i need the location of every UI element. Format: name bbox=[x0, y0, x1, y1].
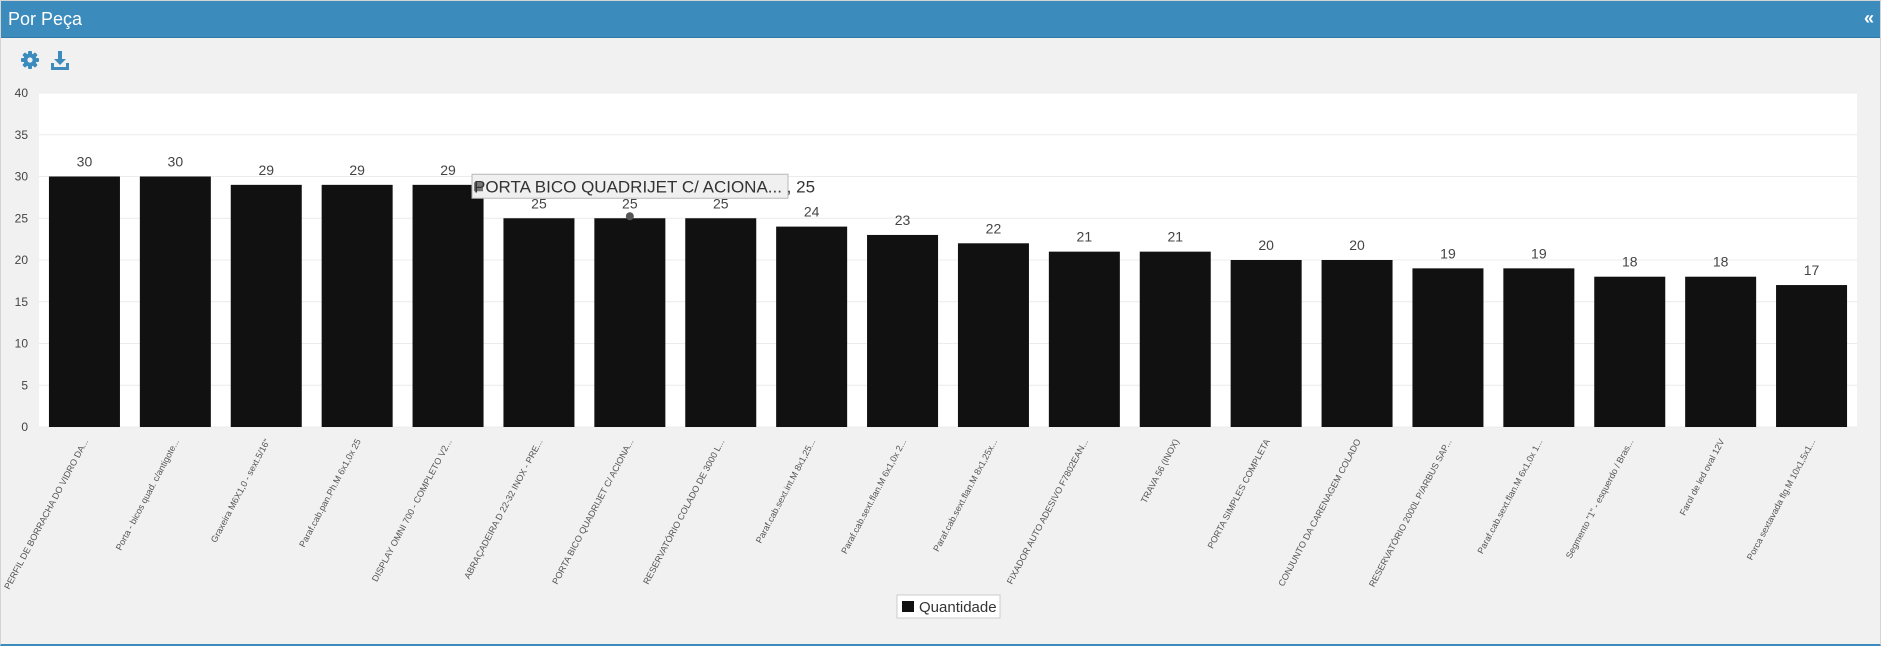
bar[interactable] bbox=[685, 218, 757, 427]
x-tick-label: Paraf.cab.pan.Ph.M 6x1,0x 25 bbox=[297, 437, 363, 549]
download-icon[interactable] bbox=[49, 49, 71, 71]
x-tick-label: DISPLAY OMNI 700 - COMPLETO V2... bbox=[370, 437, 454, 583]
x-tick-label: Segmento "1" - esquerdo / Bras... bbox=[1564, 437, 1636, 560]
data-label: 17 bbox=[1804, 262, 1820, 278]
x-tick-label: FIXADOR AUTO ADESIVO F7802EAN... bbox=[1005, 437, 1090, 586]
bar[interactable] bbox=[412, 184, 484, 427]
bar[interactable] bbox=[1230, 260, 1302, 427]
data-label: 25 bbox=[531, 195, 547, 211]
bar[interactable] bbox=[1048, 251, 1120, 427]
bar[interactable] bbox=[776, 226, 848, 427]
y-tick-label: 15 bbox=[15, 295, 29, 309]
data-label: 24 bbox=[804, 204, 820, 220]
x-tick-label: Paraf.cab.sext.int.M 8x1,25... bbox=[754, 437, 818, 545]
data-label: 21 bbox=[1167, 229, 1183, 245]
bar[interactable] bbox=[230, 184, 302, 427]
bar[interactable] bbox=[321, 184, 393, 427]
data-label: 25 bbox=[622, 195, 638, 211]
data-label: 22 bbox=[986, 220, 1002, 236]
x-tick-label: CONJUNTO DA CARENAGEM COLADO bbox=[1276, 437, 1362, 588]
x-tick-label: Porca sextavada flg.M 10x1,5x1... bbox=[1745, 437, 1817, 561]
tooltip-marker bbox=[625, 212, 634, 221]
y-tick-label: 35 bbox=[15, 128, 29, 142]
tooltip-swatch bbox=[474, 182, 483, 192]
y-tick-label: 25 bbox=[15, 211, 29, 225]
x-tick-label: PORTA BICO QUADRIJET C/ ACIONA... bbox=[550, 437, 635, 586]
y-tick-label: 40 bbox=[15, 86, 29, 100]
bar[interactable] bbox=[867, 234, 939, 427]
gear-icon[interactable] bbox=[19, 49, 41, 71]
bar[interactable] bbox=[594, 218, 666, 427]
data-label: 25 bbox=[713, 195, 729, 211]
data-label: 18 bbox=[1713, 254, 1729, 270]
y-tick-label: 30 bbox=[15, 170, 29, 184]
bar[interactable] bbox=[1685, 276, 1757, 427]
tooltip-text: PORTA BICO QUADRIJET C/ ACIONA... , 25 bbox=[474, 177, 815, 196]
x-tick-label: Graxeira M6X1,0 - sext.5/16" bbox=[209, 437, 272, 544]
legend-box bbox=[896, 594, 1001, 619]
data-label: 20 bbox=[1258, 237, 1274, 253]
x-tick-label: Paraf.cab.sext.flan.M 8x1,25x... bbox=[931, 437, 999, 553]
chart-tooltip: PORTA BICO QUADRIJET C/ ACIONA... , 25 bbox=[471, 173, 815, 221]
data-label: 30 bbox=[77, 154, 93, 170]
data-label: 23 bbox=[895, 212, 911, 228]
y-axis: 0 5 10 15 20 25 30 35 40 bbox=[15, 86, 29, 434]
x-tick-label: RESERVATÓRIO COLADO DE 3000 L... bbox=[641, 437, 726, 586]
x-tick-label: RESERVATÓRIO 2000L P/ARBUS SAP... bbox=[1367, 437, 1454, 588]
x-tick-label: Porta - bicos quad. c/antigote... bbox=[114, 437, 181, 552]
x-tick-label: Farol de led oval 12V bbox=[1678, 437, 1727, 517]
x-tick-label: Paraf.cab.sext.flan.M 6x1,0x 2... bbox=[839, 437, 908, 555]
bar-series bbox=[48, 176, 1848, 428]
data-label: 19 bbox=[1440, 245, 1456, 261]
bar[interactable] bbox=[1412, 268, 1484, 427]
chart-toolbar bbox=[19, 49, 75, 73]
data-label: 19 bbox=[1531, 245, 1547, 261]
bar[interactable] bbox=[957, 243, 1029, 427]
data-label: 29 bbox=[258, 162, 274, 178]
x-tick-label: ABRAÇADEIRA D 22-32 INOX - PRE... bbox=[462, 437, 545, 580]
data-label: 29 bbox=[440, 162, 456, 178]
y-tick-label: 0 bbox=[21, 420, 28, 434]
data-label: 29 bbox=[349, 162, 365, 178]
panel-title: Por Peça bbox=[8, 9, 83, 29]
x-tick-label: PERFIL DE BORRACHA DO VIDRO DA... bbox=[2, 437, 90, 591]
panel-header: Por Peça « bbox=[1, 1, 1880, 38]
y-tick-label: 10 bbox=[15, 337, 29, 351]
y-tick-label: 5 bbox=[21, 378, 28, 392]
data-label: 18 bbox=[1622, 254, 1638, 270]
x-tick-label: Paraf.cab.sext.flan.M 6x1,0x 1... bbox=[1475, 437, 1544, 555]
value-labels: 30 30 29 29 29 25 25 25 24 23 22 21 21 20 20 19 19 18 18 17 bbox=[77, 154, 1820, 279]
category-labels: PERFIL DE BORRACHA DO VIDRO DA... Porta -… bbox=[2, 437, 1817, 591]
x-tick-label: TRAVA 56 (INOX) bbox=[1139, 437, 1181, 505]
tooltip-box bbox=[471, 173, 789, 199]
data-label: 30 bbox=[168, 154, 184, 170]
bar[interactable] bbox=[503, 218, 575, 427]
bar[interactable] bbox=[139, 176, 211, 428]
bar[interactable] bbox=[48, 176, 120, 428]
bar[interactable] bbox=[1139, 251, 1211, 427]
bar[interactable] bbox=[1503, 268, 1575, 427]
collapse-button[interactable]: « bbox=[1863, 8, 1874, 28]
data-label: 20 bbox=[1349, 237, 1365, 253]
legend-label: Quantidade bbox=[919, 599, 997, 616]
bar[interactable] bbox=[1594, 276, 1666, 427]
legend-swatch bbox=[902, 601, 914, 612]
bar[interactable] bbox=[1321, 260, 1393, 427]
x-tick-label: PORTA SIMPLES COMPLETA bbox=[1206, 437, 1272, 550]
chart-legend[interactable]: Quantidade bbox=[896, 594, 1001, 619]
bar[interactable] bbox=[1776, 285, 1848, 427]
data-label: 21 bbox=[1077, 229, 1093, 245]
y-tick-label: 20 bbox=[15, 253, 29, 267]
